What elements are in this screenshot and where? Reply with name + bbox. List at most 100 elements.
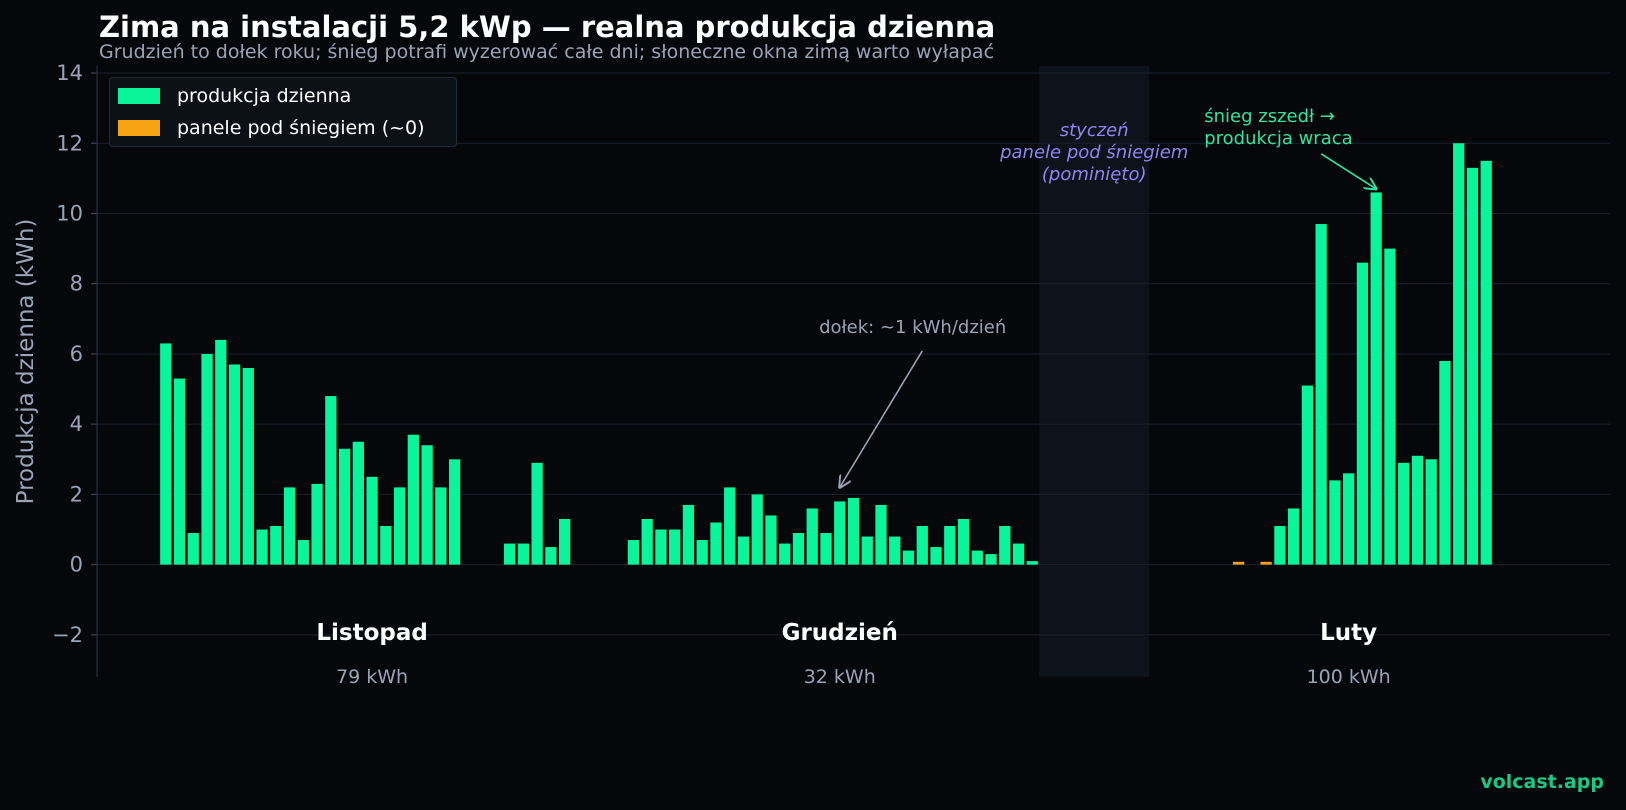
legend-swatch-production — [118, 88, 160, 104]
bar-production — [435, 487, 447, 565]
bar-production — [820, 533, 832, 565]
bar-production — [448, 459, 461, 565]
bar-production — [737, 536, 750, 565]
bar-production — [751, 494, 763, 565]
bar-production — [352, 441, 364, 565]
bar-production — [1012, 543, 1025, 565]
bar-production — [1356, 262, 1369, 565]
bar-production — [228, 364, 241, 565]
bar-production — [517, 543, 530, 565]
bar-production — [1343, 473, 1355, 565]
month-total: 100 kWh — [1307, 666, 1391, 688]
bar-production — [1329, 480, 1341, 565]
legend-label-snow: panele pod śniegiem (~0) — [177, 117, 425, 139]
bar-production — [421, 445, 433, 565]
bar-production — [160, 343, 172, 565]
bar-production — [366, 476, 378, 565]
bar-production — [380, 526, 392, 565]
bar-production — [393, 487, 406, 565]
bar-production — [889, 536, 901, 565]
bar-production — [545, 547, 557, 565]
bar-production — [779, 543, 791, 565]
bar-production — [531, 462, 543, 565]
bar-snow — [1232, 561, 1245, 565]
legend-item-snow: panele pod śniegiem (~0) — [118, 116, 425, 140]
y-tick-label: 14 — [56, 61, 83, 85]
bar-production — [1026, 561, 1038, 565]
bar-production — [283, 487, 296, 565]
y-tick-label: 4 — [70, 412, 83, 436]
bar-production — [834, 501, 846, 565]
bar-production — [1466, 167, 1479, 565]
bar-production — [710, 522, 722, 565]
bar-production — [407, 434, 419, 565]
watermark: volcast.app — [1480, 771, 1604, 793]
chart-title: Zima na instalacji 5,2 kWp — realna prod… — [99, 10, 996, 44]
bar-production — [930, 547, 942, 565]
bar-production — [297, 540, 309, 565]
bar-production — [916, 526, 928, 565]
annotation-text: dołek: ~1 kWh/dzień — [819, 317, 1006, 338]
bar-production — [1274, 526, 1286, 565]
month-label: Listopad — [316, 620, 427, 646]
bar-production — [187, 533, 199, 565]
january-shaded-band — [1039, 66, 1150, 677]
annotation-text: (pominięto) — [1042, 164, 1147, 185]
bar-production — [1480, 160, 1492, 565]
legend-label-production: produkcja dzienna — [177, 85, 352, 107]
bar-production — [985, 554, 997, 565]
annotation-text: produkcja wraca — [1204, 128, 1352, 149]
month-total: 32 kWh — [804, 666, 876, 688]
bar-production — [338, 448, 351, 565]
bar-production — [1384, 248, 1396, 565]
bar-production — [696, 540, 708, 565]
bar-production — [875, 504, 887, 565]
bar-production — [999, 526, 1011, 565]
y-tick-label: 12 — [56, 131, 83, 155]
bar-production — [1425, 459, 1437, 565]
y-tick-label: −2 — [52, 623, 83, 647]
bar-production — [325, 396, 337, 565]
bar-production — [1439, 360, 1451, 565]
bar-production — [669, 529, 681, 565]
bar-production — [627, 540, 640, 565]
bar-production — [1370, 192, 1382, 565]
annotation-arrow — [840, 350, 923, 488]
bar-production — [559, 518, 571, 565]
bar-production — [902, 550, 915, 565]
month-label: Grudzień — [782, 620, 898, 646]
bar-production — [847, 497, 860, 565]
bar-production — [682, 504, 695, 565]
bar-production — [806, 508, 818, 565]
bar-production — [792, 533, 805, 565]
legend-item-production: produkcja dzienna — [118, 84, 351, 108]
bar-snow — [1260, 561, 1272, 565]
bar-production — [1288, 508, 1300, 565]
bar-production — [201, 353, 213, 565]
y-tick-label: 10 — [56, 201, 83, 225]
bar-production — [724, 487, 736, 565]
bar-production — [311, 483, 323, 565]
y-tick-label: 6 — [70, 342, 83, 366]
bar-production — [1453, 143, 1465, 565]
annotation-text: styczeń — [1060, 120, 1129, 141]
bar-production — [215, 339, 227, 565]
bar-production — [971, 550, 983, 565]
bar-production — [957, 518, 970, 565]
bar-production — [1411, 455, 1424, 565]
legend-swatch-snow — [118, 120, 160, 136]
y-tick-label: 8 — [70, 272, 83, 296]
bar-production — [1301, 385, 1314, 565]
chart-subtitle: Grudzień to dołek roku; śnieg potrafi wy… — [99, 41, 995, 63]
bar-production — [270, 526, 282, 565]
bar-production — [503, 543, 516, 565]
y-tick-label: 2 — [70, 482, 83, 506]
bar-production — [641, 518, 653, 565]
annotation-text: śnieg zszedł → — [1204, 106, 1335, 127]
bar-production — [1398, 462, 1410, 565]
bar-production — [765, 515, 777, 565]
annotation-text: panele pod śniegiem — [999, 142, 1188, 163]
bar-production — [173, 378, 186, 565]
month-total: 79 kWh — [336, 666, 408, 688]
